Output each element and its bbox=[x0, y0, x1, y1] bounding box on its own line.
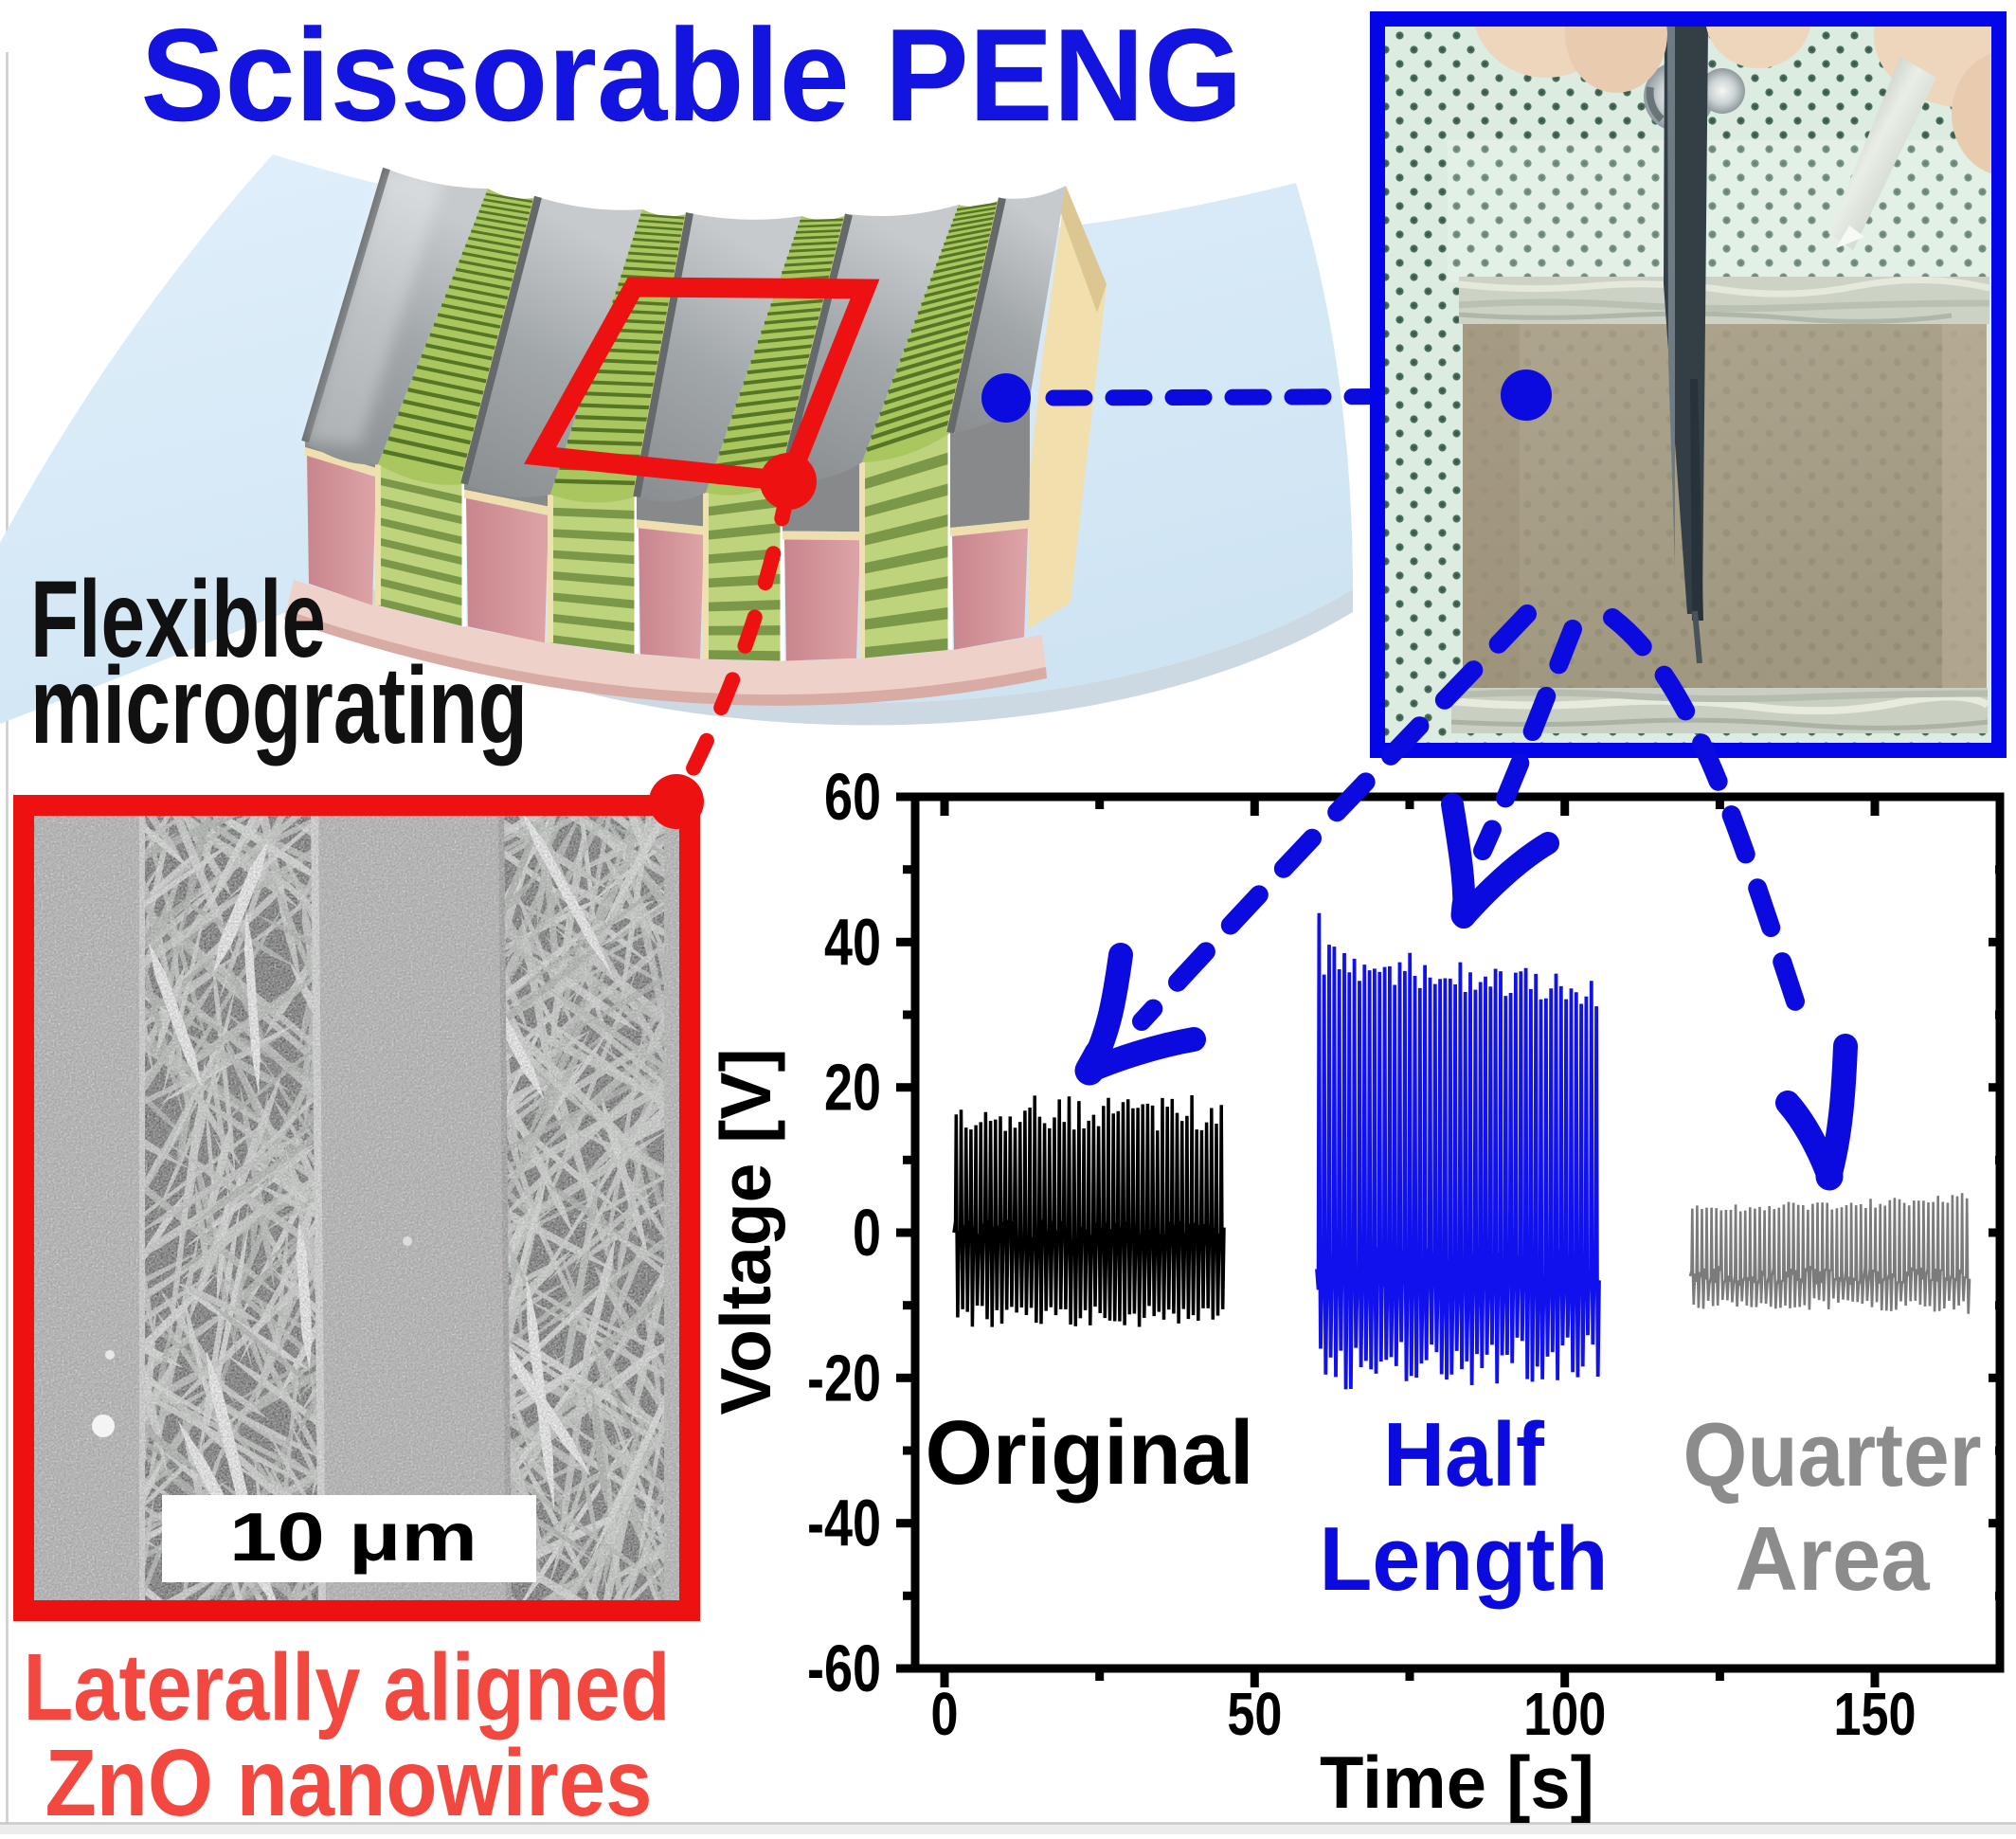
svg-text:0: 0 bbox=[931, 1680, 959, 1748]
svg-text:Quarter: Quarter bbox=[1683, 1404, 1982, 1505]
svg-text:Area: Area bbox=[1736, 1508, 1931, 1610]
svg-text:100: 100 bbox=[1523, 1680, 1606, 1748]
svg-text:150: 150 bbox=[1834, 1680, 1917, 1748]
svg-text:Flexible: Flexible bbox=[30, 559, 326, 680]
svg-text:Length: Length bbox=[1320, 1508, 1609, 1610]
svg-text:0: 0 bbox=[853, 1196, 881, 1270]
svg-text:Time [s]: Time [s] bbox=[1320, 1740, 1594, 1824]
svg-text:Original: Original bbox=[926, 1402, 1254, 1504]
svg-text:Voltage [V]: Voltage [V] bbox=[706, 1049, 785, 1415]
svg-text:ZnO nanowires: ZnO nanowires bbox=[45, 1730, 653, 1834]
svg-text:-20: -20 bbox=[807, 1341, 881, 1415]
svg-text:60: 60 bbox=[824, 760, 881, 834]
svg-text:Scissorable PENG: Scissorable PENG bbox=[141, 2, 1243, 149]
svg-text:-40: -40 bbox=[807, 1487, 881, 1560]
svg-text:-60: -60 bbox=[807, 1632, 881, 1705]
svg-text:10 μm: 10 μm bbox=[229, 1500, 477, 1576]
svg-text:20: 20 bbox=[824, 1051, 881, 1125]
svg-text:Half: Half bbox=[1383, 1404, 1545, 1505]
svg-text:40: 40 bbox=[824, 905, 881, 979]
svg-text:Laterally aligned: Laterally aligned bbox=[24, 1634, 671, 1740]
svg-text:micrograting: micrograting bbox=[30, 645, 528, 766]
svg-text:50: 50 bbox=[1227, 1680, 1282, 1748]
